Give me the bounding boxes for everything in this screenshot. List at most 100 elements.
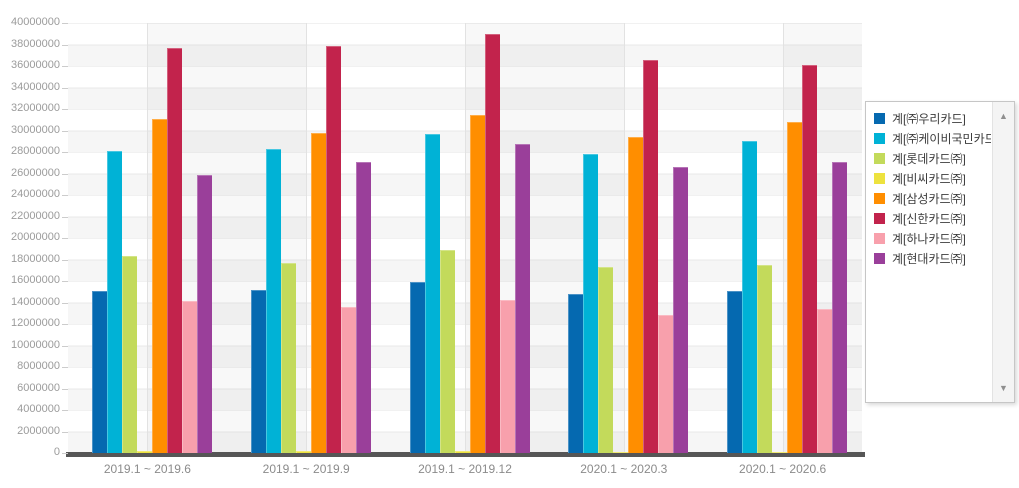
y-tick-mark: [62, 152, 68, 153]
y-tick-label: 0: [53, 446, 60, 458]
bar[interactable]: [628, 137, 643, 453]
bar[interactable]: [787, 122, 802, 453]
legend-item-label: 계[하나카드㈜]: [892, 231, 966, 246]
y-tick-label: 38000000: [11, 37, 60, 50]
bar[interactable]: [568, 294, 583, 453]
x-category-label: 2019.1 ~ 2019.12: [418, 462, 512, 476]
bar[interactable]: [742, 141, 757, 453]
bar[interactable]: [296, 451, 311, 453]
legend-item[interactable]: 계[하나카드㈜]: [874, 228, 991, 248]
y-tick-label: 10000000: [11, 338, 60, 351]
bar[interactable]: [583, 154, 598, 453]
legend-swatch-icon: [874, 192, 885, 204]
y-tick-mark: [62, 109, 68, 110]
bar[interactable]: [727, 291, 742, 453]
bar[interactable]: [182, 301, 197, 453]
legend-item[interactable]: 계[비씨카드㈜]: [874, 168, 991, 188]
bar[interactable]: [251, 290, 266, 453]
legend-box: 계[㈜우리카드] 계[㈜케이비국민카드] 계[롯데카드㈜] 계[비씨카드㈜] 계[삼성카…: [865, 101, 1015, 403]
bar[interactable]: [817, 309, 832, 453]
y-tick-mark: [62, 195, 68, 196]
bar[interactable]: [311, 133, 326, 453]
y-tick-mark: [62, 345, 68, 347]
bar[interactable]: [197, 175, 212, 453]
bar[interactable]: [643, 60, 658, 453]
bar[interactable]: [440, 250, 455, 453]
bar[interactable]: [515, 144, 530, 453]
legend-item-label: 계[삼성카드㈜]: [892, 191, 966, 206]
bar[interactable]: [266, 149, 281, 453]
bar[interactable]: [281, 263, 296, 453]
vertical-gridline: [465, 23, 466, 453]
legend-item[interactable]: 계[신한카드㈜]: [874, 208, 991, 228]
y-tick-mark: [62, 302, 68, 304]
x-category-label: 2020.1 ~ 2020.6: [739, 462, 827, 476]
legend-item[interactable]: 계[현대카드㈜]: [874, 248, 991, 268]
bar[interactable]: [137, 451, 152, 453]
y-tick-mark: [62, 453, 68, 454]
y-tick-label: 14000000: [11, 295, 60, 308]
y-tick-label: 2000000: [17, 424, 60, 437]
y-tick-label: 26000000: [11, 166, 60, 179]
vertical-gridline: [623, 23, 625, 453]
y-tick-label: 22000000: [11, 209, 60, 222]
x-category-label: 2019.1 ~ 2019.6: [103, 462, 191, 476]
scroll-down-icon[interactable]: ▼: [999, 383, 1008, 393]
y-tick-label: 6000000: [17, 381, 60, 394]
legend-swatch-icon: [874, 212, 885, 224]
scroll-up-icon[interactable]: ▲: [999, 111, 1008, 121]
bar[interactable]: [107, 151, 122, 453]
y-tick-label: 4000000: [17, 403, 60, 415]
bar[interactable]: [598, 267, 613, 453]
bar[interactable]: [613, 452, 628, 453]
y-tick-mark: [62, 130, 68, 132]
bar[interactable]: [802, 65, 817, 453]
y-tick-mark: [62, 173, 68, 175]
y-tick-mark: [62, 324, 68, 325]
legend-item[interactable]: 계[㈜우리카드]: [874, 108, 991, 128]
legend-scrollbar[interactable]: ▲ ▼: [992, 102, 1014, 402]
y-tick-label: 12000000: [11, 317, 60, 329]
bar[interactable]: [658, 315, 673, 453]
bar[interactable]: [757, 265, 772, 453]
x-axis-line: [66, 452, 865, 457]
legend-item[interactable]: 계[삼성카드㈜]: [874, 188, 991, 208]
bar[interactable]: [500, 300, 515, 453]
y-tick-mark: [62, 281, 68, 282]
vertical-gridline: [147, 23, 149, 453]
bar[interactable]: [832, 162, 847, 453]
y-tick-label: 28000000: [11, 145, 60, 157]
y-tick-label: 40000000: [11, 16, 60, 28]
y-tick-mark: [62, 410, 68, 411]
bar[interactable]: [772, 452, 787, 453]
y-tick-mark: [62, 367, 68, 368]
bar[interactable]: [341, 307, 356, 453]
vertical-gridline: [306, 23, 308, 453]
bar[interactable]: [356, 162, 371, 453]
bar[interactable]: [326, 46, 341, 453]
bar[interactable]: [152, 119, 167, 453]
bar[interactable]: [167, 48, 182, 453]
legend-swatch-icon: [874, 172, 885, 184]
legend-swatch-icon: [874, 152, 885, 164]
y-tick-label: 8000000: [17, 360, 60, 372]
legend-item-label: 계[비씨카드㈜]: [892, 171, 966, 186]
x-category-label: 2019.1 ~ 2019.9: [262, 462, 350, 476]
bar[interactable]: [122, 256, 137, 453]
bar[interactable]: [92, 291, 107, 453]
bar[interactable]: [485, 34, 500, 453]
bar[interactable]: [673, 167, 688, 453]
y-tick-label: 36000000: [11, 59, 60, 71]
legend-item[interactable]: 계[롯데카드㈜]: [874, 148, 991, 168]
bar[interactable]: [470, 115, 485, 453]
legend-item[interactable]: 계[㈜케이비국민카드]: [874, 128, 991, 148]
bar[interactable]: [410, 282, 425, 453]
y-tick-mark: [62, 66, 68, 67]
legend-items: 계[㈜우리카드] 계[㈜케이비국민카드] 계[롯데카드㈜] 계[비씨카드㈜] 계[삼성카…: [874, 108, 991, 268]
y-tick-mark: [62, 87, 68, 89]
legend-item-label: 계[㈜우리카드]: [892, 111, 966, 126]
y-tick-label: 30000000: [11, 123, 60, 136]
bar[interactable]: [425, 134, 440, 453]
bar[interactable]: [455, 451, 470, 453]
y-tick-mark: [62, 259, 68, 261]
